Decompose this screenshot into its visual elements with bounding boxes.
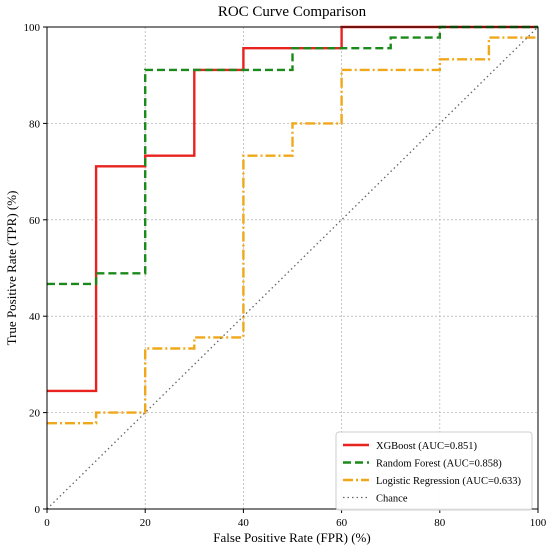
legend-label: XGBoost (AUC=0.851) bbox=[376, 441, 478, 452]
series-layer bbox=[46, 25, 539, 510]
legend-label: Chance bbox=[376, 494, 408, 505]
y-tick-label: 60 bbox=[29, 215, 41, 227]
series-line-random-forest bbox=[47, 25, 538, 286]
series-line-logistic-regression bbox=[47, 36, 538, 425]
y-axis-label: True Positive Rate (TPR) (%) bbox=[4, 191, 19, 346]
y-axis-ticks: 0 20 40 60 80 100 bbox=[24, 22, 47, 516]
x-tick-label: 100 bbox=[530, 517, 547, 529]
y-tick-label: 80 bbox=[29, 118, 41, 130]
y-tick-label: 40 bbox=[29, 311, 41, 323]
x-axis-label: False Positive Rate (FPR) (%) bbox=[213, 530, 370, 545]
x-tick-label: 20 bbox=[140, 517, 152, 529]
chart-title: ROC Curve Comparison bbox=[218, 4, 367, 20]
y-tick-label: 0 bbox=[35, 504, 41, 516]
x-tick-label: 60 bbox=[336, 517, 348, 529]
y-tick-label: 100 bbox=[24, 22, 41, 34]
series-line-xgboost bbox=[47, 25, 538, 393]
legend: XGBoost (AUC=0.851) Random Forest (AUC=0.… bbox=[335, 431, 533, 511]
legend-box bbox=[335, 431, 533, 511]
x-tick-label: 80 bbox=[434, 517, 446, 529]
plot-frame bbox=[46, 26, 539, 510]
x-tick-label: 0 bbox=[44, 517, 50, 529]
x-axis-ticks: 0 20 40 60 80 100 bbox=[44, 509, 547, 529]
legend-label: Logistic Regression (AUC=0.633) bbox=[376, 476, 522, 487]
x-tick-label: 40 bbox=[238, 517, 250, 529]
legend-label: Random Forest (AUC=0.858) bbox=[376, 459, 502, 470]
y-tick-label: 20 bbox=[29, 408, 41, 420]
